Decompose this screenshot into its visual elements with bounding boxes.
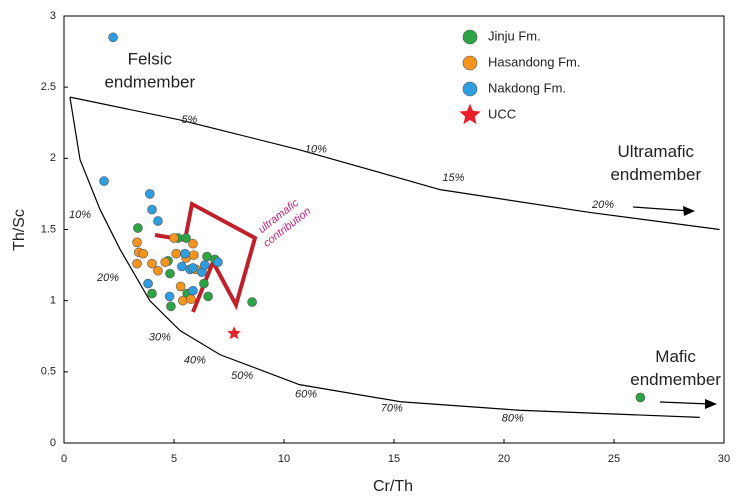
annotation: Ultramafic	[618, 142, 695, 161]
point	[200, 260, 210, 270]
point	[147, 204, 157, 215]
mixing-curve	[69, 96, 720, 231]
curve-label: 70%	[381, 403, 403, 415]
curve-label: 20%	[591, 199, 614, 211]
legend-label: Hasandong Fm.	[488, 54, 581, 69]
legend-marker	[459, 103, 481, 125]
point	[188, 263, 198, 273]
y-tick-label: 1	[50, 295, 56, 307]
star-marker	[227, 326, 241, 340]
annotation: endmember	[610, 165, 701, 184]
point	[132, 237, 142, 248]
point	[247, 297, 257, 307]
point	[178, 295, 188, 306]
curve-label: 10%	[69, 209, 91, 221]
curve-label: 5%	[181, 114, 197, 126]
annotation: Felsic	[128, 50, 173, 69]
x-tick-label: 15	[388, 453, 400, 465]
legend-marker	[462, 29, 478, 45]
y-tick-label: 0.5	[41, 366, 56, 378]
legend-label: Jinju Fm.	[488, 28, 541, 43]
curve-label: 10%	[305, 144, 327, 156]
point	[169, 233, 179, 243]
curve-label: 15%	[442, 172, 464, 184]
point	[177, 261, 187, 272]
curve-label: 30%	[149, 332, 171, 344]
point	[132, 258, 142, 269]
point	[153, 265, 163, 276]
point	[108, 32, 118, 43]
x-tick-label: 0	[61, 453, 67, 465]
arrows	[632, 206, 717, 409]
point	[145, 189, 155, 199]
point	[166, 301, 176, 312]
point	[186, 294, 196, 305]
y-tick-label: 1.5	[41, 223, 56, 235]
point	[138, 248, 148, 259]
curve-label: 60%	[295, 389, 317, 401]
point	[165, 268, 175, 279]
y-tick-label: 0	[50, 437, 56, 449]
point	[175, 281, 186, 292]
y-axis-label: Th/Sc	[11, 209, 28, 251]
curve-label: 80%	[502, 413, 524, 425]
y-tick-label: 2	[50, 152, 56, 164]
curve-label: 50%	[231, 370, 253, 382]
point	[147, 288, 157, 299]
legend-label: UCC	[488, 106, 516, 121]
annotation: endmember	[630, 370, 721, 389]
point	[143, 278, 153, 289]
point	[133, 223, 143, 233]
point	[171, 248, 181, 259]
legend-marker	[462, 81, 478, 97]
point	[199, 278, 209, 289]
point	[99, 176, 109, 186]
x-tick-label: 10	[278, 453, 290, 465]
point	[153, 216, 163, 226]
annotation: endmember	[104, 72, 195, 91]
arrow	[632, 206, 691, 212]
y-tick-label: 2.5	[41, 81, 56, 93]
contribution-label: ultramafic contribution	[256, 197, 313, 250]
x-tick-label: 5	[171, 453, 177, 465]
point	[164, 291, 175, 302]
point	[180, 248, 190, 259]
point	[189, 250, 199, 260]
x-tick-label: 30	[718, 453, 730, 465]
x-tick-label: 20	[498, 453, 510, 465]
mixing-curve	[69, 97, 700, 418]
point	[181, 233, 191, 243]
curve-label: 40%	[184, 354, 206, 366]
x-tick-label: 25	[608, 453, 620, 465]
arrow	[659, 401, 711, 405]
point	[213, 257, 223, 268]
point	[147, 258, 157, 269]
point	[188, 238, 198, 249]
point	[203, 291, 213, 302]
curve-label: 20%	[96, 272, 119, 284]
y-tick-label: 3	[50, 10, 56, 22]
annotation: Mafic	[655, 347, 696, 366]
point	[160, 257, 170, 268]
legend-marker	[462, 55, 478, 71]
x-axis-label: Cr/Th	[373, 478, 413, 495]
arrow-head	[705, 399, 717, 409]
point	[635, 392, 646, 403]
legend-label: Nakdong Fm.	[488, 80, 566, 95]
point	[188, 285, 198, 296]
arrow-head	[683, 206, 695, 216]
